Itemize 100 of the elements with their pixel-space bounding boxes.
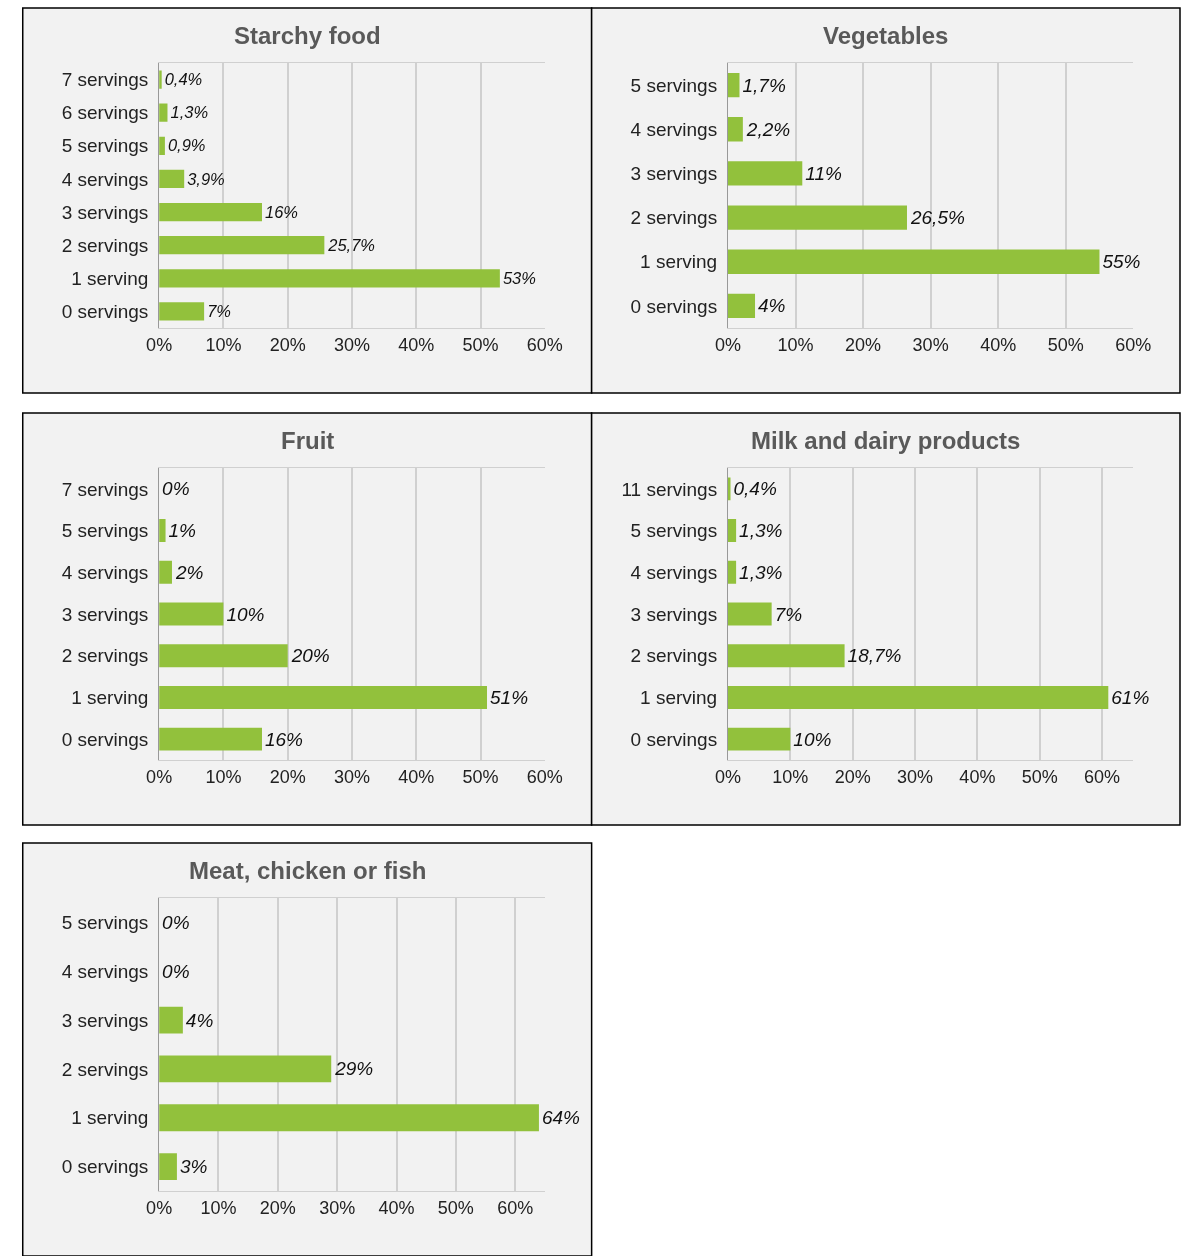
data-label: 16% bbox=[264, 728, 304, 750]
bar bbox=[159, 269, 500, 288]
y-tick-label: 1 serving bbox=[640, 251, 718, 273]
y-tick-label: 5 servings bbox=[630, 74, 718, 96]
bar bbox=[728, 249, 1100, 274]
data-label: 0% bbox=[162, 911, 190, 933]
data-label: 0,4% bbox=[733, 478, 777, 500]
data-label: 10% bbox=[226, 603, 265, 625]
data-label: 53% bbox=[502, 268, 536, 287]
y-tick-label: 0 servings bbox=[630, 728, 718, 750]
x-tick-label: 40% bbox=[378, 1197, 415, 1218]
x-tick-label: 10% bbox=[205, 334, 242, 355]
y-tick-label: 1 serving bbox=[71, 687, 149, 709]
bar bbox=[728, 293, 756, 319]
data-label: 64% bbox=[541, 1107, 581, 1129]
data-label: 61% bbox=[1111, 686, 1150, 708]
x-tick-label: 20% bbox=[834, 766, 871, 787]
y-tick-label: 4 servings bbox=[61, 960, 149, 982]
data-label: 0,9% bbox=[167, 136, 206, 155]
data-label: 29% bbox=[334, 1058, 374, 1080]
bar bbox=[159, 302, 205, 321]
bar bbox=[728, 161, 803, 186]
data-label: 1% bbox=[168, 520, 197, 542]
chart-title: Milk and dairy products bbox=[751, 427, 1021, 454]
data-label: 18,7% bbox=[847, 645, 902, 667]
bar bbox=[159, 602, 224, 626]
data-label: 20% bbox=[290, 645, 330, 667]
data-label: 16% bbox=[265, 202, 298, 221]
x-tick-label: 10% bbox=[205, 766, 242, 787]
data-label: 1,3% bbox=[739, 520, 783, 542]
chart-title: Vegetables bbox=[823, 22, 949, 49]
bar bbox=[159, 169, 185, 189]
data-label: 1,3% bbox=[739, 561, 783, 583]
bar bbox=[159, 644, 288, 668]
y-tick-label: 2 servings bbox=[630, 207, 718, 229]
data-label: 3% bbox=[179, 1156, 208, 1178]
y-tick-label: 1 serving bbox=[71, 1107, 149, 1129]
y-tick-label: 0 servings bbox=[61, 301, 149, 323]
x-tick-label: 50% bbox=[1021, 766, 1058, 787]
bar bbox=[728, 117, 743, 142]
data-label: 55% bbox=[1102, 251, 1141, 273]
bar bbox=[159, 727, 262, 751]
x-tick-label: 0% bbox=[715, 334, 742, 355]
bar bbox=[728, 602, 772, 626]
x-tick-label: 60% bbox=[497, 1197, 534, 1218]
y-tick-label: 0 servings bbox=[61, 1156, 149, 1178]
x-tick-label: 0% bbox=[146, 1197, 173, 1218]
bar bbox=[159, 1006, 183, 1034]
y-tick-label: 6 servings bbox=[61, 102, 149, 124]
data-label: 7% bbox=[207, 302, 231, 321]
bar bbox=[159, 1153, 177, 1181]
data-label: 26,5% bbox=[909, 207, 965, 229]
bar bbox=[728, 644, 845, 668]
x-tick-label: 40% bbox=[980, 334, 1017, 355]
chart-title: Starchy food bbox=[234, 22, 381, 49]
x-tick-label: 50% bbox=[437, 1197, 474, 1218]
x-tick-label: 20% bbox=[269, 766, 306, 787]
x-tick-label: 40% bbox=[398, 766, 435, 787]
x-tick-label: 0% bbox=[146, 766, 173, 787]
y-tick-label: 2 servings bbox=[630, 645, 718, 667]
bar bbox=[159, 685, 488, 709]
bar bbox=[728, 685, 1109, 709]
x-tick-label: 30% bbox=[333, 766, 371, 787]
data-label: 1,7% bbox=[742, 74, 786, 96]
data-label: 7% bbox=[774, 603, 803, 625]
bar bbox=[728, 205, 907, 230]
data-label: 4% bbox=[758, 295, 786, 317]
y-tick-label: 3 servings bbox=[630, 163, 718, 185]
chart-title: Fruit bbox=[281, 427, 335, 454]
x-tick-label: 30% bbox=[912, 334, 949, 355]
y-tick-label: 5 servings bbox=[61, 912, 149, 934]
x-tick-label: 60% bbox=[526, 766, 563, 787]
y-tick-label: 4 servings bbox=[630, 118, 718, 140]
x-tick-label: 20% bbox=[269, 334, 306, 355]
x-tick-label: 10% bbox=[772, 766, 809, 787]
x-tick-label: 30% bbox=[897, 766, 934, 787]
data-label: 1,3% bbox=[170, 103, 209, 122]
data-label: 0% bbox=[162, 478, 190, 500]
bar bbox=[159, 1104, 539, 1132]
x-tick-label: 60% bbox=[526, 334, 563, 355]
y-tick-label: 4 servings bbox=[61, 561, 149, 583]
x-tick-label: 40% bbox=[959, 766, 996, 787]
data-label: 3,9% bbox=[187, 169, 225, 188]
y-tick-label: 1 serving bbox=[71, 267, 149, 289]
y-tick-label: 2 servings bbox=[61, 1058, 149, 1080]
chart-title: Meat, chicken or fish bbox=[189, 857, 427, 884]
y-tick-label: 7 servings bbox=[61, 478, 149, 500]
y-tick-label: 3 servings bbox=[61, 1009, 149, 1031]
x-tick-label: 50% bbox=[462, 766, 499, 787]
y-tick-label: 0 servings bbox=[630, 295, 718, 317]
y-tick-label: 7 servings bbox=[61, 69, 149, 91]
data-label: 0,4% bbox=[164, 70, 203, 89]
x-tick-label: 30% bbox=[319, 1197, 356, 1218]
x-tick-label: 40% bbox=[398, 334, 435, 355]
data-label: 0% bbox=[162, 960, 190, 982]
y-tick-label: 11 servings bbox=[621, 478, 718, 500]
x-tick-label: 60% bbox=[1084, 766, 1121, 787]
x-tick-label: 10% bbox=[200, 1197, 237, 1218]
x-tick-label: 50% bbox=[1047, 334, 1084, 355]
data-label: 51% bbox=[490, 686, 529, 708]
